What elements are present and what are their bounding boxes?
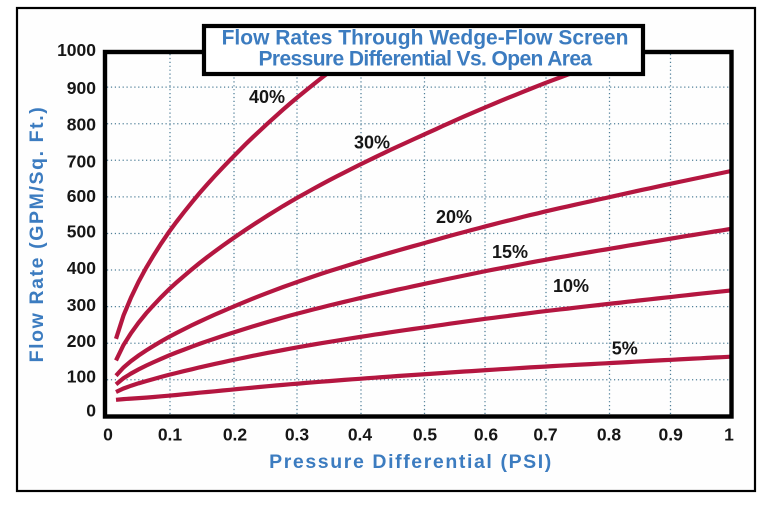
svg-text:800: 800 (67, 115, 96, 135)
svg-text:300: 300 (67, 295, 96, 315)
svg-text:0.2: 0.2 (223, 425, 248, 445)
svg-text:0.3: 0.3 (285, 425, 310, 445)
svg-text:1000: 1000 (57, 40, 96, 60)
svg-text:900: 900 (67, 78, 96, 98)
svg-text:400: 400 (67, 258, 96, 278)
svg-text:15%: 15% (492, 242, 528, 262)
svg-text:10%: 10% (553, 276, 589, 296)
svg-text:0: 0 (86, 401, 96, 421)
svg-text:700: 700 (67, 152, 96, 172)
svg-text:1: 1 (724, 425, 734, 445)
svg-text:Flow Rate (GPM/Sq. Ft.): Flow Rate (GPM/Sq. Ft.) (26, 106, 48, 363)
svg-text:Flow Rates Through Wedge-Flow: Flow Rates Through Wedge-Flow Screen (222, 27, 629, 50)
svg-text:5%: 5% (612, 339, 638, 359)
svg-text:600: 600 (67, 186, 96, 206)
svg-text:0: 0 (103, 425, 113, 445)
svg-text:Pressure Differential (PSI): Pressure Differential (PSI) (269, 451, 553, 473)
svg-text:0.8: 0.8 (597, 425, 622, 445)
svg-text:0.6: 0.6 (474, 425, 499, 445)
svg-text:0.1: 0.1 (158, 425, 183, 445)
svg-text:200: 200 (67, 331, 96, 351)
svg-text:0.4: 0.4 (348, 425, 373, 445)
svg-text:20%: 20% (436, 207, 472, 227)
svg-text:0.5: 0.5 (413, 425, 438, 445)
svg-text:30%: 30% (354, 133, 390, 153)
svg-text:500: 500 (67, 222, 96, 242)
svg-text:Pressure Differential Vs. Open: Pressure Differential Vs. Open Area (258, 48, 592, 71)
svg-text:100: 100 (67, 367, 96, 387)
svg-text:0.9: 0.9 (659, 425, 684, 445)
svg-text:40%: 40% (249, 87, 285, 107)
svg-text:0.7: 0.7 (533, 425, 557, 445)
